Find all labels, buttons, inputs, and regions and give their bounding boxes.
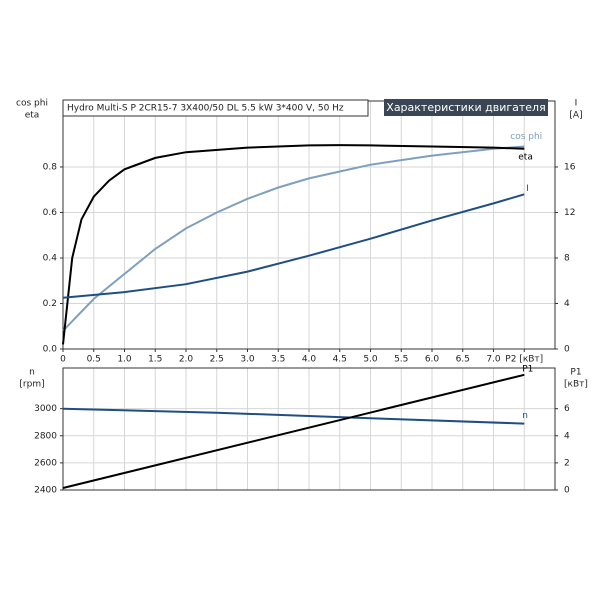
y-tick-label: 0.2 bbox=[43, 299, 57, 309]
x-tick-label: 2.5 bbox=[210, 355, 224, 365]
x-tick-label: 7.0 bbox=[486, 355, 501, 365]
series-label: I bbox=[526, 184, 529, 194]
x-tick-label: 5.0 bbox=[363, 355, 378, 365]
x-tick-label: P2 [кВт] bbox=[505, 355, 543, 365]
title-box bbox=[62, 99, 369, 117]
x-tick-label: 0.5 bbox=[87, 355, 101, 365]
y-tick-label: 0.8 bbox=[43, 162, 58, 172]
y-tick-label: 0.4 bbox=[43, 253, 58, 263]
y2-tick-label: 0 bbox=[564, 486, 570, 496]
y-tick-label: 2600 bbox=[34, 458, 57, 468]
series-line bbox=[62, 193, 525, 299]
y2-axis-label: [A] bbox=[569, 111, 582, 121]
x-tick-label: 5.5 bbox=[394, 355, 408, 365]
y2-tick-label: 4 bbox=[564, 431, 570, 441]
series-line bbox=[62, 144, 525, 345]
x-tick-label: 4.0 bbox=[302, 355, 317, 365]
series-line bbox=[62, 373, 525, 489]
y2-tick-label: 6 bbox=[564, 404, 570, 414]
chart-title: Hydro Multi-S P 2CR15-7 3X400/50 DL 5.5 … bbox=[67, 104, 344, 114]
y-axis-label: cos phi bbox=[16, 99, 48, 109]
x-tick-label: 1.5 bbox=[148, 355, 162, 365]
y2-tick-label: 2 bbox=[564, 458, 570, 468]
y-axis-label: n bbox=[29, 368, 35, 378]
x-tick-label: 3.5 bbox=[271, 355, 285, 365]
series-line bbox=[62, 407, 525, 425]
x-tick-label: 3.0 bbox=[240, 355, 255, 365]
plot-frame bbox=[62, 367, 556, 491]
x-tick-label: 0 bbox=[60, 355, 66, 365]
subtitle-box bbox=[384, 99, 548, 116]
series-label: n bbox=[522, 411, 528, 421]
series-label: P1 bbox=[522, 364, 533, 374]
y2-tick-label: 12 bbox=[564, 208, 575, 218]
series-line bbox=[62, 145, 525, 332]
y2-axis-label: I bbox=[575, 99, 578, 109]
x-tick-label: 4.5 bbox=[333, 355, 347, 365]
y2-tick-label: 16 bbox=[564, 162, 576, 172]
y-tick-label: 3000 bbox=[34, 404, 57, 414]
series-label: cos phi bbox=[510, 132, 542, 142]
x-tick-label: 2.0 bbox=[179, 355, 194, 365]
y-tick-label: 2400 bbox=[34, 486, 57, 496]
y-tick-label: 0.6 bbox=[43, 208, 58, 218]
x-tick-label: 6.5 bbox=[456, 355, 470, 365]
y-axis-label: [rpm] bbox=[19, 380, 44, 390]
y2-tick-label: 8 bbox=[564, 253, 570, 263]
series-label: eta bbox=[518, 152, 533, 162]
y2-tick-label: 4 bbox=[564, 299, 570, 309]
y-tick-label: 0.0 bbox=[43, 345, 58, 355]
y-tick-label: 2800 bbox=[34, 431, 57, 441]
y-axis-label: eta bbox=[25, 111, 40, 121]
y2-axis-label: [кВт] bbox=[564, 380, 588, 390]
y2-axis-label: P1 bbox=[570, 368, 581, 378]
x-tick-label: 1.0 bbox=[117, 355, 132, 365]
chart-subtitle: Характеристики двигателя bbox=[386, 101, 545, 114]
x-tick-label: 6.0 bbox=[425, 355, 440, 365]
y2-tick-label: 0 bbox=[564, 345, 570, 355]
